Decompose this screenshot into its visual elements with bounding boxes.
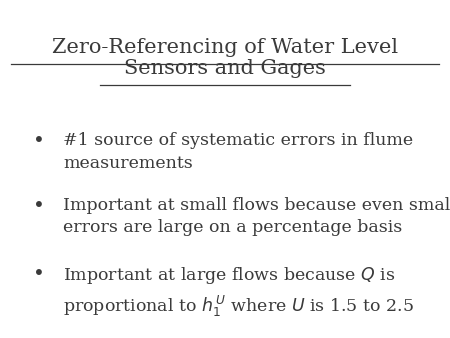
Text: #1 source of systematic errors in flume
measurements: #1 source of systematic errors in flume … xyxy=(63,132,413,171)
Text: •: • xyxy=(33,132,45,151)
Text: •: • xyxy=(33,197,45,216)
Text: Zero-Referencing of Water Level: Zero-Referencing of Water Level xyxy=(52,38,398,56)
Text: Important at small flows because even small
errors are large on a percentage bas: Important at small flows because even sm… xyxy=(63,197,450,236)
Text: Important at large flows because $\mathit{Q}$ is
proportional to $\mathit{h}_1^{: Important at large flows because $\mathi… xyxy=(63,265,414,319)
Text: •: • xyxy=(33,265,45,284)
Text: Sensors and Gages: Sensors and Gages xyxy=(124,59,326,78)
